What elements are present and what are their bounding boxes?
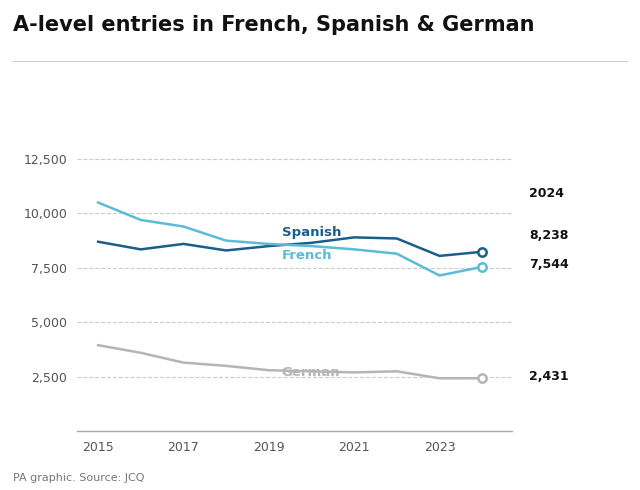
- Text: 2,431: 2,431: [529, 370, 569, 383]
- Text: 8,238: 8,238: [529, 229, 569, 242]
- Text: A-level entries in French, Spanish & German: A-level entries in French, Spanish & Ger…: [13, 15, 534, 35]
- Text: French: French: [282, 249, 332, 262]
- Text: PA graphic. Source: JCQ: PA graphic. Source: JCQ: [13, 473, 144, 483]
- Text: German: German: [282, 367, 340, 379]
- Text: 2024: 2024: [529, 187, 564, 199]
- Text: 7,544: 7,544: [529, 258, 569, 271]
- Text: Spanish: Spanish: [282, 226, 341, 239]
